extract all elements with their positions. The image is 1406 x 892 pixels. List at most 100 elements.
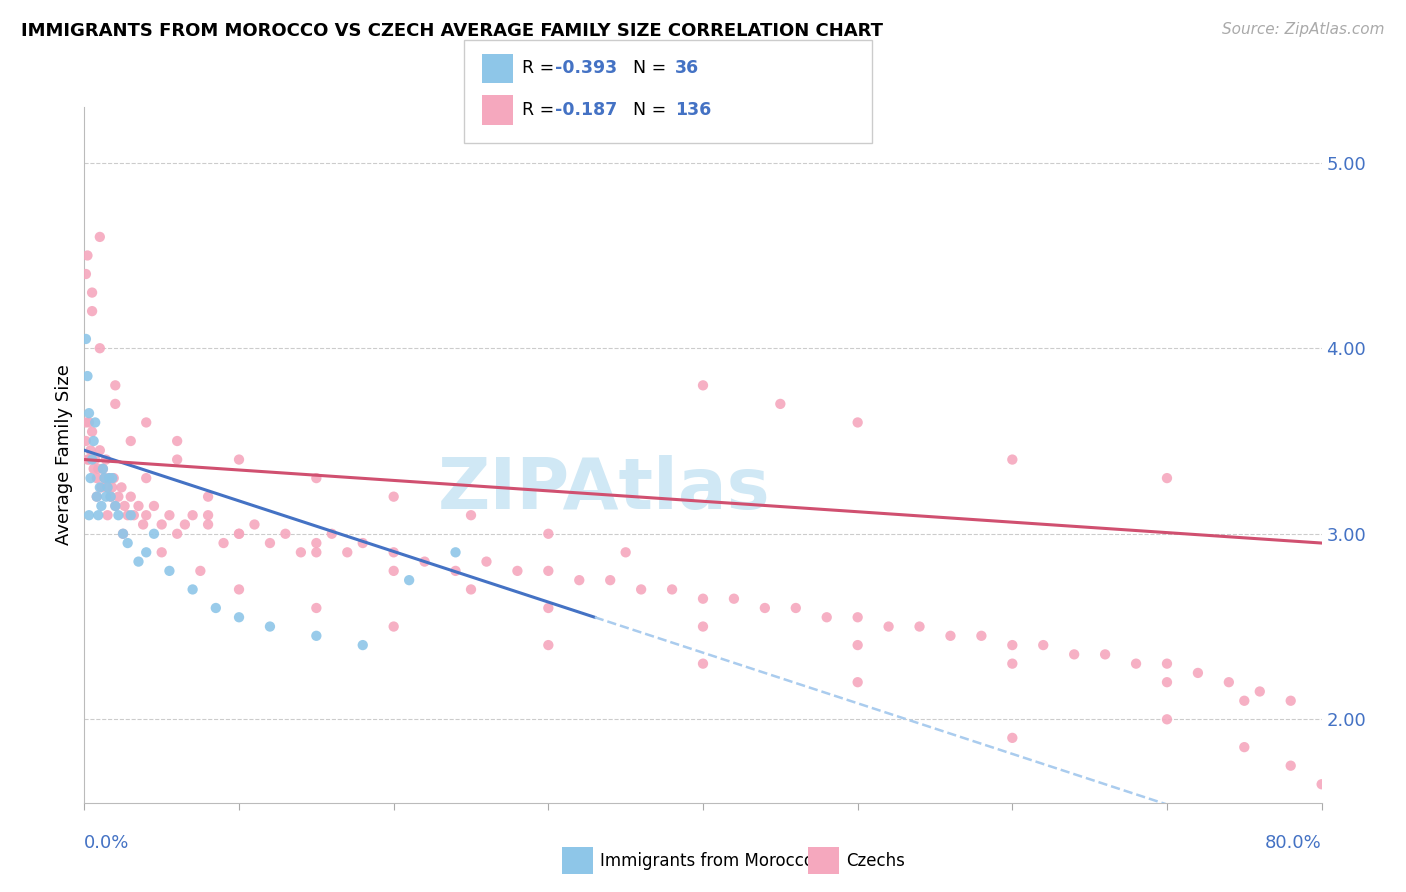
Point [352,638,374,652]
Y-axis label: Average Family Size: Average Family Size [55,365,73,545]
Point [228,610,250,624]
Point [76,452,98,467]
Point [143,499,166,513]
Point [939,629,962,643]
Point [135,508,157,523]
Point [90,499,112,513]
Point [89,230,111,244]
Point [228,526,250,541]
Point [305,601,328,615]
Point [159,508,180,523]
Point [599,573,621,587]
Point [305,545,328,559]
Point [94,452,117,467]
Text: N =: N = [633,101,672,119]
Point [1279,694,1302,708]
Point [197,490,219,504]
Point [398,573,420,587]
Point [166,452,188,467]
Point [785,601,807,615]
Point [1187,665,1209,680]
Point [86,490,108,504]
Point [75,267,97,281]
Point [181,582,204,597]
Point [127,555,149,569]
Point [104,499,127,513]
Point [150,517,173,532]
Point [91,462,114,476]
Point [96,508,118,523]
Point [82,285,104,300]
Point [1156,657,1178,671]
Point [84,452,107,467]
Point [305,471,328,485]
Point [846,416,869,430]
Point [970,629,993,643]
Point [96,480,118,494]
Point [723,591,745,606]
Text: R =: R = [522,59,560,77]
Point [75,332,97,346]
Point [692,378,714,392]
Point [568,573,591,587]
Point [83,462,105,476]
Point [90,480,112,494]
Point [228,526,250,541]
Point [1001,452,1024,467]
Point [460,582,482,597]
Point [1156,675,1178,690]
Text: Czechs: Czechs [846,852,905,870]
Point [382,490,405,504]
Point [1156,471,1178,485]
Point [98,471,121,485]
Point [89,480,111,494]
Point [197,517,219,532]
Point [84,416,107,430]
Point [98,471,121,485]
Point [1125,657,1147,671]
Point [91,462,114,476]
Point [1094,648,1116,662]
Point [104,378,127,392]
Point [87,462,110,476]
Point [89,443,111,458]
Point [413,555,436,569]
Point [382,619,405,633]
Point [93,471,115,485]
Point [444,545,467,559]
Point [101,480,124,494]
Point [77,406,100,420]
Point [846,675,869,690]
Text: N =: N = [633,59,672,77]
Point [135,416,157,430]
Point [259,536,281,550]
Point [127,499,149,513]
Point [132,517,155,532]
Point [1063,648,1085,662]
Point [135,471,157,485]
Point [305,536,328,550]
Point [77,452,100,467]
Point [120,508,142,523]
Point [76,248,98,262]
Point [77,508,100,523]
Point [79,443,101,458]
Point [243,517,266,532]
Point [815,610,838,624]
Point [197,508,219,523]
Point [692,591,714,606]
Point [1156,712,1178,726]
Point [114,499,136,513]
Point [1249,684,1271,698]
Point [444,564,467,578]
Point [150,545,173,559]
Text: Source: ZipAtlas.com: Source: ZipAtlas.com [1222,22,1385,37]
Point [82,452,104,467]
Point [692,657,714,671]
Point [1032,638,1054,652]
Point [86,490,108,504]
Point [692,619,714,633]
Point [100,490,122,504]
Point [352,536,374,550]
Point [228,452,250,467]
